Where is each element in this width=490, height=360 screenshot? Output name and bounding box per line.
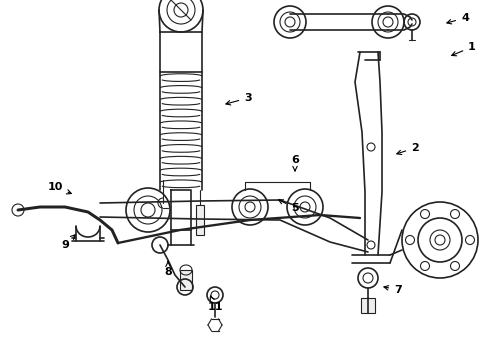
- Text: 1: 1: [452, 42, 476, 56]
- Bar: [361, 298, 375, 313]
- Bar: [196, 205, 204, 235]
- Text: 7: 7: [384, 285, 402, 295]
- Text: 6: 6: [291, 155, 299, 171]
- Text: 2: 2: [397, 143, 419, 154]
- Text: 10: 10: [48, 182, 71, 194]
- Text: 9: 9: [61, 235, 75, 250]
- Bar: [180, 270, 192, 290]
- Text: 11: 11: [207, 296, 223, 312]
- Text: 4: 4: [447, 13, 469, 24]
- Text: 5: 5: [279, 200, 299, 213]
- Text: 8: 8: [164, 261, 172, 277]
- Text: 3: 3: [226, 93, 252, 105]
